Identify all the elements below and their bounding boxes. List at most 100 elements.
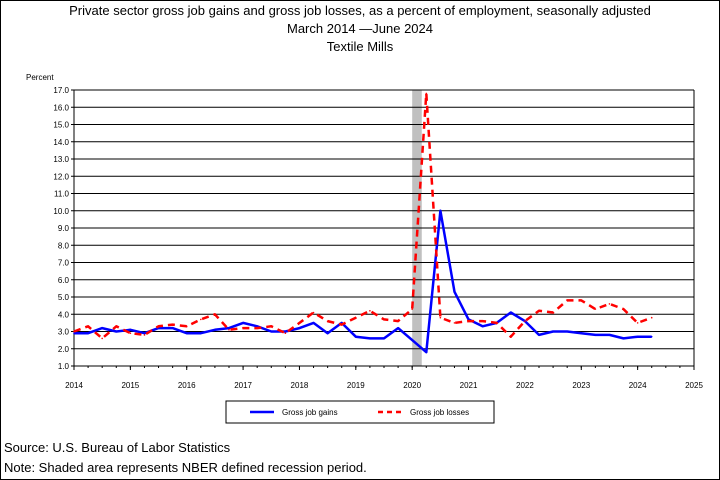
data-point-gains xyxy=(73,332,75,335)
x-tick-label: 2021 xyxy=(460,381,478,390)
y-tick-label: 14.0 xyxy=(53,138,69,147)
data-point-losses xyxy=(510,335,512,338)
data-point-losses xyxy=(312,311,315,314)
y-tick-label: 5.0 xyxy=(58,293,70,302)
legend-label-losses: Gross job losses xyxy=(410,408,469,417)
data-point-losses xyxy=(200,318,202,321)
y-tick-label: 13.0 xyxy=(53,155,69,164)
x-tick-label: 2015 xyxy=(121,381,139,390)
x-tick-label: 2023 xyxy=(572,381,590,390)
data-point-gains xyxy=(467,318,470,321)
x-tick-label: 2018 xyxy=(291,381,309,390)
y-tick-label: 8.0 xyxy=(58,241,70,250)
x-tick-label: 2016 xyxy=(178,381,196,390)
data-point-losses xyxy=(383,318,385,321)
y-tick-label: 7.0 xyxy=(58,259,70,268)
data-point-losses xyxy=(73,330,75,333)
data-point-losses xyxy=(608,303,611,305)
data-point-gains xyxy=(115,330,118,333)
data-point-losses xyxy=(552,311,554,314)
data-point-gains xyxy=(594,334,597,336)
legend-box xyxy=(225,400,495,424)
y-tick-label: 17.0 xyxy=(53,86,69,95)
data-point-gains xyxy=(566,330,568,333)
data-point-losses xyxy=(326,320,329,322)
y-tick-label: 3.0 xyxy=(58,328,70,337)
y-tick-label: 1.0 xyxy=(58,362,70,371)
chart-title: Private sector gross job gains and gross… xyxy=(69,3,651,18)
data-point-losses xyxy=(157,325,160,328)
data-point-gains xyxy=(481,325,484,328)
data-point-gains xyxy=(129,328,132,331)
y-tick-label: 4.0 xyxy=(58,310,70,319)
data-point-gains xyxy=(185,332,188,335)
data-point-losses xyxy=(538,310,540,312)
data-point-gains xyxy=(298,327,301,329)
data-point-gains xyxy=(355,335,357,338)
data-point-losses xyxy=(256,327,258,329)
data-point-losses xyxy=(171,323,174,326)
data-point-losses xyxy=(340,323,343,326)
data-point-gains xyxy=(538,334,540,336)
y-tick-label: 12.0 xyxy=(53,172,69,181)
data-point-gains xyxy=(552,330,554,333)
y-tick-label: 2.0 xyxy=(58,345,70,354)
x-tick-label: 2019 xyxy=(347,381,365,390)
data-point-losses xyxy=(636,322,639,324)
data-point-gains xyxy=(636,335,639,338)
data-point-gains xyxy=(608,334,611,336)
data-point-losses xyxy=(580,299,583,302)
legend-label-gains: Gross job gains xyxy=(282,408,338,417)
data-point-losses xyxy=(425,92,428,95)
data-point-losses xyxy=(115,325,118,328)
data-point-gains xyxy=(312,322,315,324)
data-point-gains xyxy=(650,335,653,338)
recession-note: Note: Shaded area represents NBER define… xyxy=(4,460,367,475)
data-point-losses xyxy=(242,327,244,329)
data-point-losses xyxy=(481,320,484,322)
y-tick-label: 16.0 xyxy=(53,103,69,112)
series-line-losses xyxy=(73,92,653,340)
data-point-gains xyxy=(256,325,258,328)
x-tick-label: 2024 xyxy=(629,381,647,390)
data-point-gains xyxy=(510,311,512,314)
chart-subtitle: March 2014 —June 2024 xyxy=(287,21,433,36)
data-point-losses xyxy=(566,299,568,302)
data-point-losses xyxy=(453,322,456,324)
data-point-gains xyxy=(242,322,244,324)
data-point-losses xyxy=(228,328,230,331)
y-axis-label: Percent xyxy=(26,73,54,82)
x-tick-label: 2020 xyxy=(403,381,421,390)
data-point-gains xyxy=(369,337,371,340)
y-tick-label: 9.0 xyxy=(58,224,70,233)
data-point-gains xyxy=(411,339,413,341)
y-tick-label: 6.0 xyxy=(58,276,70,285)
data-point-gains xyxy=(326,332,329,335)
data-point-gains xyxy=(214,328,216,331)
data-point-gains xyxy=(87,332,89,335)
x-tick-label: 2025 xyxy=(685,381,703,390)
data-point-losses xyxy=(298,322,301,324)
data-point-losses xyxy=(185,325,188,328)
data-point-gains xyxy=(171,327,174,329)
data-point-gains xyxy=(453,291,456,293)
data-point-gains xyxy=(383,337,385,340)
data-point-losses xyxy=(594,308,597,310)
chart-titles: Private sector gross job gains and gross… xyxy=(0,2,720,56)
data-point-gains xyxy=(397,327,399,329)
y-tick-label: 11.0 xyxy=(54,190,70,199)
y-tick-label: 15.0 xyxy=(53,121,69,130)
data-point-losses xyxy=(101,337,103,340)
data-point-gains xyxy=(200,332,202,335)
data-point-gains xyxy=(228,327,230,329)
source-note: Source: U.S. Bureau of Labor Statistics xyxy=(4,440,231,455)
data-point-gains xyxy=(101,327,103,329)
data-point-gains xyxy=(622,337,625,340)
y-tick-label: 10.0 xyxy=(53,207,69,216)
data-point-gains xyxy=(270,330,273,333)
data-point-losses xyxy=(650,316,653,319)
data-point-losses xyxy=(622,308,625,310)
data-point-losses xyxy=(495,322,498,324)
data-point-losses xyxy=(369,310,371,312)
